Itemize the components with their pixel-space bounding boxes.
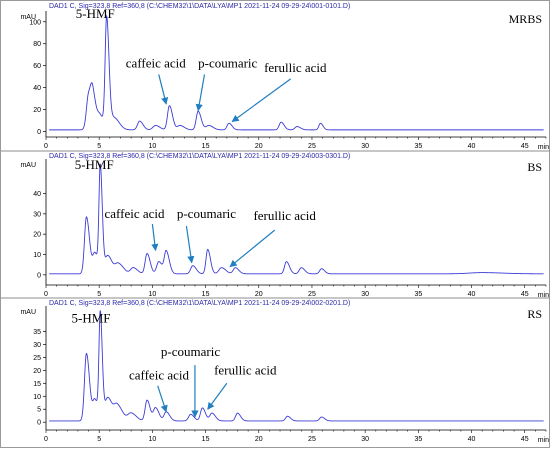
annotation-arrow bbox=[186, 226, 191, 263]
annotation-arrow bbox=[158, 386, 167, 412]
x-tick-label: 15 bbox=[202, 291, 210, 298]
peak-annotation: caffeic acid bbox=[129, 367, 190, 382]
chromatogram-panel-1: DAD1 C, Sig=323,8 Ref=360,8 (C:\CHEM32\1… bbox=[20, 3, 549, 151]
peak-annotation: p-coumaric bbox=[161, 344, 220, 359]
y-tick-label: 5 bbox=[37, 407, 41, 414]
y-tick-label: 20 bbox=[33, 107, 41, 114]
x-tick-label: 15 bbox=[202, 436, 210, 443]
y-tick-label: 20 bbox=[33, 368, 41, 375]
peak-annotation: p-coumaric bbox=[177, 206, 236, 221]
panel-header: DAD1 C, Sig=323,8 Ref=360,8 (C:\CHEM32\1… bbox=[49, 300, 350, 307]
x-tick-label: 30 bbox=[361, 143, 369, 150]
y-axis-label: mAU bbox=[20, 309, 36, 316]
peak-annotation: 5-HMF bbox=[76, 6, 115, 21]
y-tick-label: 10 bbox=[33, 252, 41, 259]
chromatogram-trace bbox=[49, 310, 543, 420]
y-tick-label: 0 bbox=[37, 420, 41, 427]
peak-annotation: 5-HMF bbox=[75, 157, 114, 172]
peak-annotation: caffeic acid bbox=[126, 55, 187, 70]
peak-annotation: ferullic acid bbox=[264, 60, 327, 75]
y-tick-label: 100 bbox=[29, 19, 41, 26]
x-tick-label: 0 bbox=[44, 436, 48, 443]
sample-label: RS bbox=[527, 307, 542, 321]
sample-label: MRBS bbox=[509, 12, 542, 26]
y-tick-label: 20 bbox=[33, 232, 41, 239]
peak-annotation: ferullic acid bbox=[214, 362, 277, 377]
peak-annotation: p-coumaric bbox=[198, 55, 257, 70]
x-tick-label: 45 bbox=[521, 143, 529, 150]
y-tick-label: 40 bbox=[33, 191, 41, 198]
x-tick-label: 25 bbox=[308, 436, 316, 443]
x-tick-label: 45 bbox=[521, 436, 529, 443]
y-tick-label: 35 bbox=[33, 329, 41, 336]
x-tick-label: 25 bbox=[308, 143, 316, 150]
x-tick-label: 35 bbox=[414, 143, 422, 150]
annotation-arrow bbox=[232, 79, 291, 122]
x-axis-label: min bbox=[538, 437, 549, 444]
x-tick-label: 40 bbox=[468, 143, 476, 150]
x-tick-label: 35 bbox=[414, 291, 422, 298]
annotation-arrow bbox=[159, 74, 166, 104]
y-tick-label: 15 bbox=[33, 381, 41, 388]
x-tick-label: 20 bbox=[255, 291, 263, 298]
peak-annotation: 5-HMF bbox=[72, 310, 111, 325]
y-tick-label: 40 bbox=[33, 85, 41, 92]
y-tick-label: 25 bbox=[33, 355, 41, 362]
annotation-arrow bbox=[152, 224, 155, 250]
x-tick-label: 20 bbox=[255, 143, 263, 150]
annotation-arrow bbox=[208, 383, 227, 409]
x-tick-label: 40 bbox=[468, 436, 476, 443]
x-tick-label: 5 bbox=[97, 143, 101, 150]
x-tick-label: 5 bbox=[97, 291, 101, 298]
y-axis-label: mAU bbox=[20, 162, 36, 169]
y-tick-label: 10 bbox=[33, 394, 41, 401]
x-tick-label: 15 bbox=[202, 143, 210, 150]
chromatogram-panel-3: DAD1 C, Sig=323,8 Ref=360,8 (C:\CHEM32\1… bbox=[1, 298, 550, 444]
x-tick-label: 25 bbox=[308, 291, 316, 298]
peak-annotation: caffeic acid bbox=[105, 206, 166, 221]
annotation-arrow bbox=[230, 230, 275, 267]
x-tick-label: 30 bbox=[361, 436, 369, 443]
x-tick-label: 10 bbox=[148, 436, 156, 443]
y-tick-label: 80 bbox=[33, 41, 41, 48]
x-tick-label: 10 bbox=[148, 291, 156, 298]
sample-label: BS bbox=[527, 160, 542, 174]
x-tick-label: 5 bbox=[97, 436, 101, 443]
y-tick-label: 0 bbox=[37, 272, 41, 279]
annotation-arrow bbox=[198, 74, 204, 110]
x-tick-label: 20 bbox=[255, 436, 263, 443]
x-tick-label: 10 bbox=[148, 143, 156, 150]
y-tick-label: 30 bbox=[33, 211, 41, 218]
y-tick-label: 0 bbox=[37, 129, 41, 136]
x-tick-label: 40 bbox=[468, 291, 476, 298]
x-tick-label: 0 bbox=[44, 143, 48, 150]
y-tick-label: 30 bbox=[33, 342, 41, 349]
peak-annotation: ferullic acid bbox=[253, 208, 316, 223]
x-tick-label: 35 bbox=[414, 436, 422, 443]
chromatogram-panel-2: DAD1 C, Sig=323,8 Ref=360,8 (C:\CHEM32\1… bbox=[1, 151, 550, 299]
y-tick-label: 60 bbox=[33, 63, 41, 70]
x-tick-label: 0 bbox=[44, 291, 48, 298]
x-axis-label: min bbox=[538, 144, 549, 151]
x-tick-label: 30 bbox=[361, 291, 369, 298]
x-tick-label: 45 bbox=[521, 291, 529, 298]
